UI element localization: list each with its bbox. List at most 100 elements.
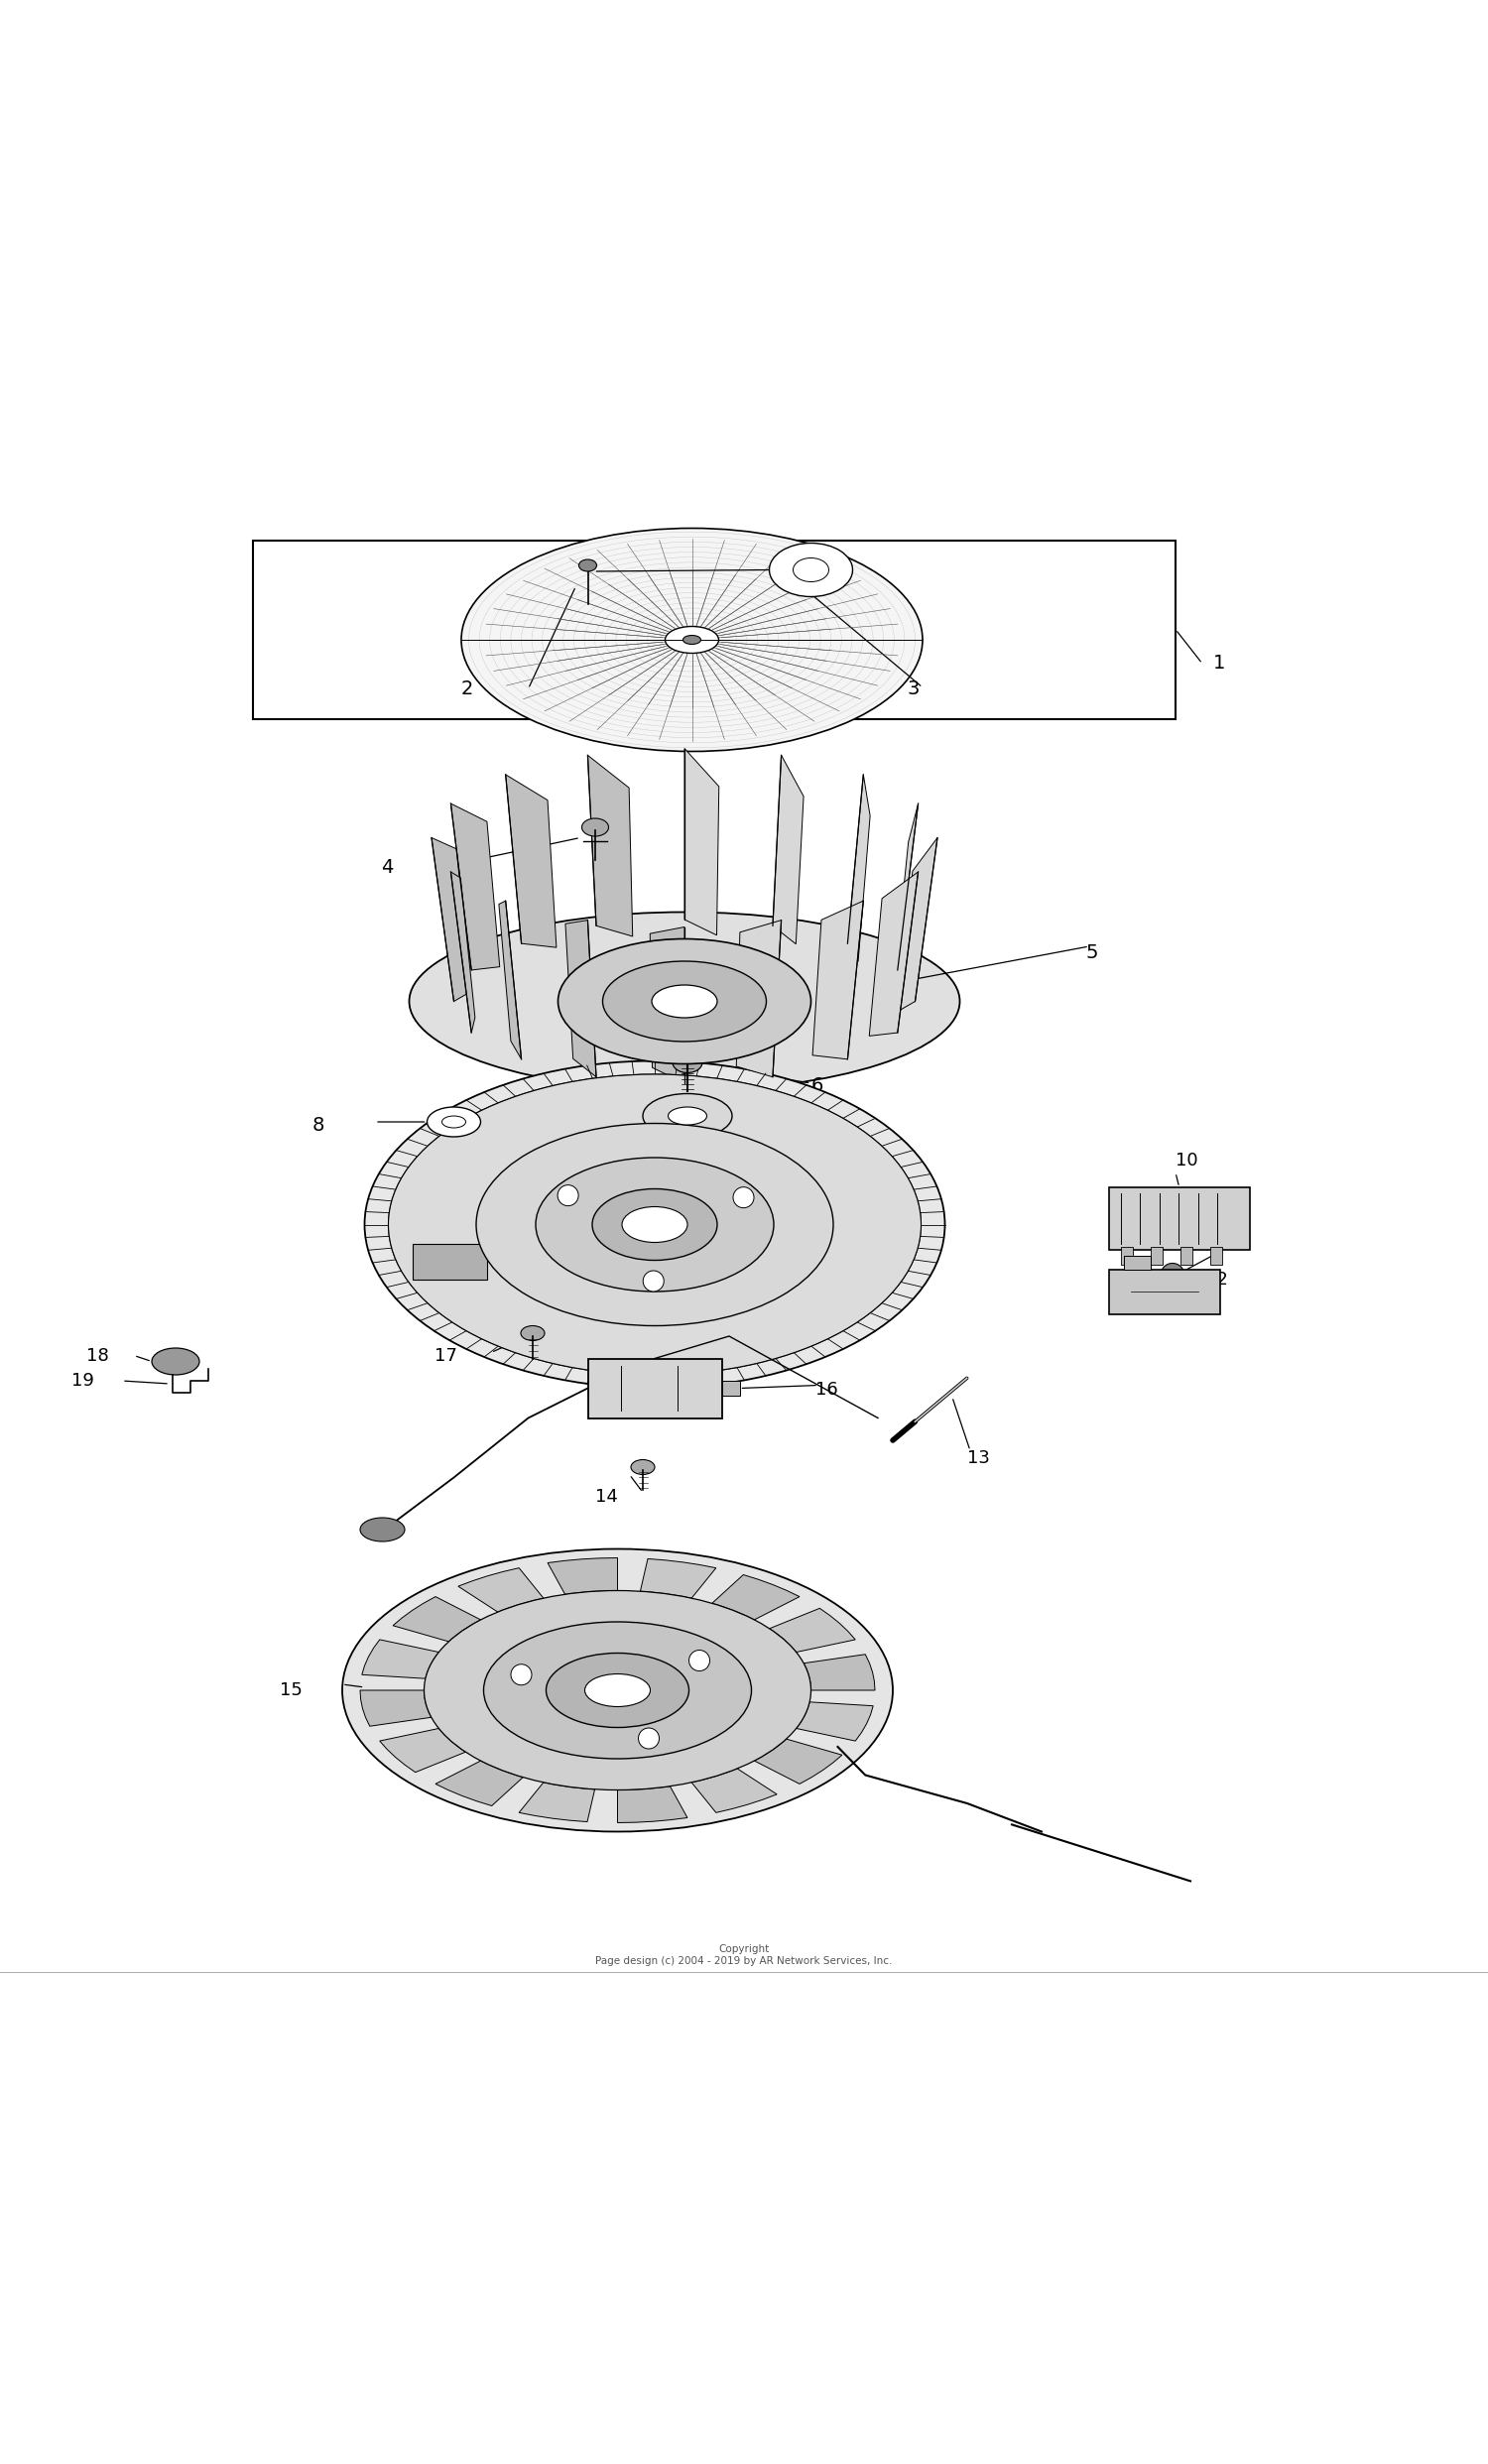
Bar: [1120, 1247, 1132, 1264]
Polygon shape: [796, 1703, 873, 1742]
Ellipse shape: [484, 1621, 751, 1759]
Text: 5: 5: [1086, 944, 1098, 961]
Ellipse shape: [643, 1094, 732, 1138]
Bar: [1123, 1257, 1150, 1269]
Polygon shape: [360, 1690, 432, 1727]
Polygon shape: [588, 756, 632, 936]
Polygon shape: [548, 1557, 618, 1594]
Polygon shape: [772, 756, 804, 944]
Ellipse shape: [665, 626, 719, 653]
Ellipse shape: [427, 1106, 481, 1136]
Polygon shape: [362, 1639, 439, 1678]
Text: 19: 19: [71, 1372, 94, 1390]
Ellipse shape: [558, 939, 811, 1064]
Polygon shape: [650, 926, 684, 1084]
Ellipse shape: [585, 1673, 650, 1708]
Text: 11: 11: [1220, 1234, 1242, 1252]
Polygon shape: [869, 872, 918, 1035]
Ellipse shape: [631, 1459, 655, 1473]
Text: 7: 7: [811, 1111, 823, 1131]
Ellipse shape: [476, 1124, 833, 1326]
Bar: [1109, 1269, 1220, 1313]
Polygon shape: [618, 1786, 687, 1823]
Text: 9: 9: [863, 1180, 875, 1200]
Circle shape: [734, 1188, 754, 1207]
Polygon shape: [754, 1740, 842, 1784]
Polygon shape: [692, 1769, 777, 1814]
Ellipse shape: [668, 1106, 707, 1126]
Ellipse shape: [442, 1116, 466, 1129]
Text: 16: 16: [815, 1380, 838, 1400]
Polygon shape: [640, 1560, 716, 1599]
Polygon shape: [506, 774, 557, 949]
Polygon shape: [436, 1762, 522, 1806]
Polygon shape: [894, 803, 918, 986]
Circle shape: [558, 1185, 579, 1205]
Text: 13: 13: [967, 1449, 990, 1466]
Circle shape: [510, 1663, 531, 1685]
Text: 12: 12: [1205, 1271, 1228, 1289]
Ellipse shape: [424, 1592, 811, 1789]
Ellipse shape: [342, 1550, 893, 1831]
Bar: [1109, 1188, 1250, 1249]
Circle shape: [643, 1271, 664, 1291]
Text: 14: 14: [595, 1488, 618, 1506]
Polygon shape: [897, 838, 937, 1010]
Text: 6: 6: [811, 1077, 823, 1096]
Text: Copyright: Copyright: [719, 1944, 769, 1954]
Ellipse shape: [673, 1052, 702, 1072]
Polygon shape: [451, 872, 475, 1032]
Ellipse shape: [622, 1207, 687, 1242]
Ellipse shape: [582, 818, 609, 835]
Ellipse shape: [769, 542, 853, 596]
Polygon shape: [713, 1574, 799, 1619]
Ellipse shape: [579, 559, 597, 572]
Polygon shape: [432, 838, 472, 1000]
Text: 17: 17: [434, 1345, 457, 1365]
Bar: [412, 1244, 487, 1279]
Text: 3: 3: [908, 680, 920, 697]
Polygon shape: [804, 1653, 875, 1690]
Polygon shape: [848, 774, 870, 961]
Ellipse shape: [793, 557, 829, 582]
Ellipse shape: [409, 912, 960, 1092]
Ellipse shape: [683, 636, 701, 643]
Polygon shape: [812, 902, 863, 1060]
Ellipse shape: [152, 1348, 199, 1375]
Text: 10: 10: [1176, 1151, 1198, 1170]
Ellipse shape: [365, 1062, 945, 1387]
Polygon shape: [519, 1781, 595, 1821]
Polygon shape: [565, 919, 597, 1077]
Polygon shape: [769, 1609, 856, 1653]
Ellipse shape: [388, 1074, 921, 1375]
Ellipse shape: [603, 961, 766, 1042]
Polygon shape: [451, 803, 500, 971]
Text: 18: 18: [86, 1345, 109, 1365]
Text: Page design (c) 2004 - 2019 by AR Network Services, Inc.: Page design (c) 2004 - 2019 by AR Networ…: [595, 1956, 893, 1966]
Bar: [722, 1380, 740, 1395]
Circle shape: [689, 1651, 710, 1671]
Text: 1: 1: [1213, 653, 1225, 673]
Text: 4: 4: [381, 857, 393, 877]
Text: 15: 15: [280, 1680, 302, 1700]
Ellipse shape: [521, 1326, 545, 1340]
Polygon shape: [458, 1567, 543, 1611]
Ellipse shape: [360, 1518, 405, 1542]
Bar: [1180, 1247, 1192, 1264]
Polygon shape: [393, 1597, 481, 1641]
Ellipse shape: [536, 1158, 774, 1291]
Text: 8: 8: [312, 1116, 324, 1133]
Polygon shape: [498, 902, 521, 1060]
Bar: [1150, 1247, 1162, 1264]
Text: ARF PartStream™: ARF PartStream™: [620, 1207, 689, 1217]
Ellipse shape: [652, 986, 717, 1018]
Polygon shape: [737, 919, 781, 1077]
Ellipse shape: [546, 1653, 689, 1727]
Bar: [1210, 1247, 1222, 1264]
Circle shape: [638, 1727, 659, 1749]
Polygon shape: [379, 1727, 466, 1772]
Polygon shape: [684, 749, 719, 936]
Ellipse shape: [461, 527, 923, 752]
Circle shape: [1161, 1264, 1184, 1286]
Ellipse shape: [592, 1188, 717, 1259]
